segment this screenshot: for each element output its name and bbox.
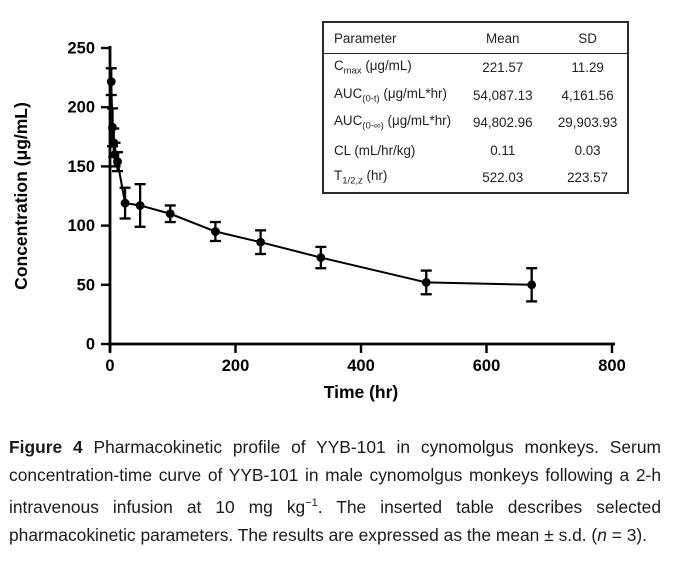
- parameter-cell: Cmax (μg/mL): [334, 58, 412, 78]
- caption-text: Pharmacokinetic profile of YYB-101 in cy…: [9, 437, 661, 517]
- caption-text: −1: [305, 497, 318, 509]
- data-point-marker: [211, 227, 220, 236]
- chart-area: 0 200 400 600 800 0 50 100 150 200 250 Time (hr) Con…: [11, 21, 629, 403]
- series-yyb101: [105, 67, 538, 303]
- data-point-marker: [316, 253, 326, 262]
- y-tick-label: 150: [67, 158, 95, 176]
- data-point-marker: [256, 237, 265, 247]
- y-tick-label: 200: [67, 99, 95, 117]
- data-point-marker: [135, 201, 145, 210]
- data-point-marker: [527, 280, 537, 290]
- data-point-marker: [165, 209, 175, 219]
- table-row: AUC(0-t) (μg/mL*hr) 54,087.13 4,161.56: [324, 82, 627, 110]
- sd-cell: 11.29: [571, 60, 604, 76]
- y-tick-label: 250: [67, 40, 95, 58]
- y-tick-label: 100: [67, 217, 95, 235]
- table-row: CL (mL/hr/kg) 0.11 0.03: [324, 137, 627, 165]
- table-header-mean: Mean: [457, 23, 549, 54]
- data-point-marker: [421, 278, 431, 287]
- sd-cell: 4,161.56: [561, 87, 614, 103]
- sd-cell: 0.03: [574, 142, 601, 158]
- x-tick-label: 400: [347, 357, 375, 375]
- figure-caption: Figure 4 Pharmacokinetic profile of YYB-…: [9, 433, 661, 549]
- mean-cell: 94,802.96: [472, 115, 533, 131]
- table-row: AUC(0-∞) (μg/mL*hr) 94,802.96 29,903.93: [324, 109, 627, 137]
- mean-cell: 54,087.13: [472, 87, 533, 103]
- mean-cell: 0.11: [490, 142, 516, 158]
- y-tick-label: 0: [86, 336, 95, 354]
- data-point-marker: [113, 157, 122, 167]
- data-point-marker: [120, 198, 130, 208]
- table-row: Cmax (μg/mL) 221.57 11.29: [324, 54, 627, 82]
- table-header-sd: SD: [548, 23, 627, 54]
- mean-cell: 522.03: [482, 170, 524, 186]
- x-axis-ticks: 0 200 400 600 800: [105, 344, 626, 375]
- sd-cell: 29,903.93: [557, 115, 618, 131]
- inset-table-body: Cmax (μg/mL) 221.57 11.29 AUC(0-t) (μg/mL*h…: [324, 54, 627, 192]
- table-row: T1/2,z (hr) 522.03 223.57: [324, 164, 627, 192]
- table-header-row: Parameter Mean SD: [324, 23, 627, 54]
- data-point-marker: [109, 138, 119, 148]
- x-tick-label: 800: [598, 357, 626, 375]
- mean-cell: 221.57: [482, 60, 524, 76]
- x-tick-label: 200: [222, 357, 250, 375]
- pk-parameters-table: Parameter Mean SD Cmax (μg/mL) 221.57 11.29 A…: [322, 21, 629, 194]
- data-points: [106, 77, 537, 290]
- data-point-marker: [110, 150, 120, 159]
- x-tick-label: 0: [105, 357, 114, 375]
- y-axis-ticks: 0 50 100 150 200 250: [67, 40, 110, 354]
- parameter-cell: CL (mL/hr/kg): [334, 142, 416, 158]
- table-header-parameter: Parameter: [324, 23, 458, 54]
- parameter-cell: AUC(0-∞) (μg/mL*hr): [334, 113, 452, 133]
- x-axis-title: Time (hr): [324, 382, 399, 402]
- data-point-marker: [106, 77, 116, 87]
- caption-text: . The inserted table describes selected …: [9, 496, 661, 545]
- y-axis-title: Concentration (μg/mL): [11, 102, 31, 290]
- inset-table-header: Parameter Mean SD: [324, 23, 627, 54]
- x-tick-label: 600: [473, 357, 501, 375]
- data-point-marker: [108, 122, 117, 132]
- parameter-cell: AUC(0-t) (μg/mL*hr): [334, 85, 447, 105]
- caption-text: = 3).: [606, 524, 648, 545]
- pk-line-chart: 0 200 400 600 800 0 50 100 150 200 250 Time (hr) Con…: [11, 40, 626, 403]
- sd-cell: 223.57: [567, 170, 609, 186]
- y-tick-label: 50: [77, 276, 95, 294]
- caption-text: n: [597, 524, 607, 545]
- inset-table: Parameter Mean SD Cmax (μg/mL) 221.57 11.29 A…: [324, 23, 627, 192]
- caption-figure-label: Figure 4: [9, 437, 83, 457]
- parameter-cell: T1/2,z (hr): [334, 168, 388, 188]
